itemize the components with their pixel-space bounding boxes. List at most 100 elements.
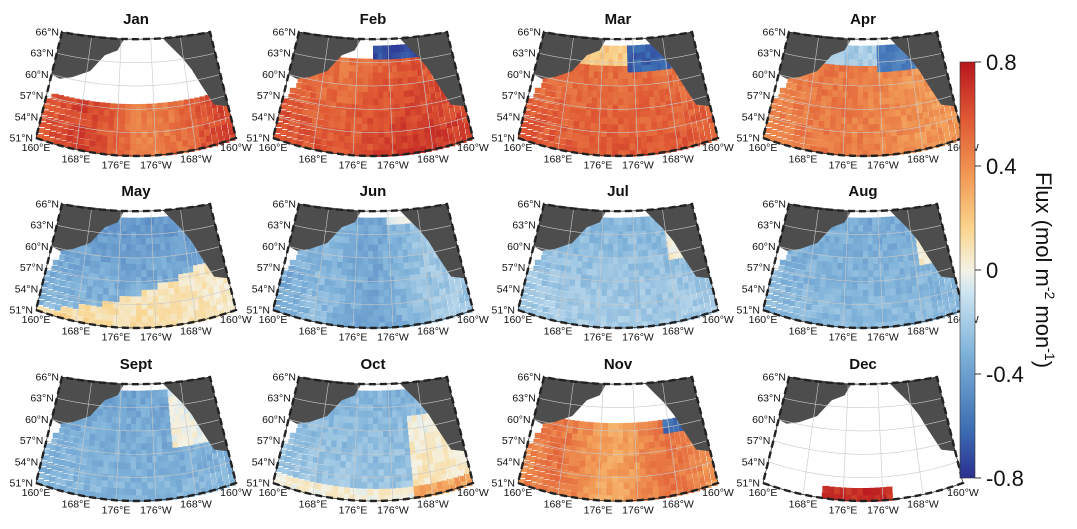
flux-cell <box>633 268 640 277</box>
flux-cell <box>345 223 352 231</box>
flux-cell <box>326 266 333 274</box>
land-alaska <box>889 204 956 279</box>
flux-cell <box>547 109 555 116</box>
flux-cell <box>378 103 385 112</box>
flux-cell <box>320 272 328 279</box>
flux-cell <box>633 90 640 99</box>
flux-cell <box>542 102 551 109</box>
flux-cell <box>373 65 379 73</box>
flux-cell <box>297 447 306 454</box>
flux-cell <box>373 71 379 79</box>
flux-cell <box>147 136 154 144</box>
flux-cell <box>171 433 178 442</box>
flux-cell <box>83 484 92 491</box>
flux-cell <box>590 122 598 130</box>
flux-cell <box>784 120 792 127</box>
flux-cell <box>74 296 82 303</box>
flux-cell <box>827 83 835 90</box>
flux-cell <box>920 91 926 100</box>
flux-cell <box>183 316 190 325</box>
flux-cell <box>287 297 296 303</box>
flux-cell <box>425 264 431 273</box>
flux-cell <box>653 88 660 97</box>
flux-cell <box>336 441 344 448</box>
flux-cell <box>907 119 913 128</box>
flux-cell <box>868 282 875 290</box>
flux-cell <box>796 85 804 92</box>
flux-cell <box>323 458 331 466</box>
flux-cell <box>356 282 364 290</box>
flux-cell <box>124 308 132 316</box>
flux-cell <box>125 263 132 271</box>
flux-cell <box>99 274 106 282</box>
flux-cell <box>320 490 328 497</box>
flux-cell <box>662 119 668 128</box>
flux-cell <box>833 148 841 156</box>
flux-cell <box>76 284 84 291</box>
flux-cell <box>192 468 198 477</box>
flux-cell <box>768 136 777 141</box>
flux-cell <box>199 134 206 144</box>
flux-cell <box>443 311 450 320</box>
flux-cell <box>79 432 87 439</box>
flux-cell <box>848 237 855 245</box>
flux-cell <box>95 261 102 268</box>
flux-cell <box>628 269 635 277</box>
flux-cell <box>71 488 79 495</box>
flux-cell <box>558 105 566 112</box>
flux-cell <box>224 453 230 463</box>
flux-cell <box>197 116 203 125</box>
flux-cell <box>878 262 885 271</box>
flux-cell <box>68 436 76 443</box>
flux-cell <box>367 143 374 151</box>
flux-cell <box>108 116 116 124</box>
flux-cell <box>648 254 654 263</box>
flux-cell <box>776 131 784 137</box>
flux-cell <box>337 89 344 97</box>
flux-cell <box>107 474 115 482</box>
flux-cell <box>582 83 590 90</box>
flux-cell <box>358 416 365 424</box>
flux-cell <box>852 276 859 284</box>
flux-cell <box>384 149 392 157</box>
flux-cell <box>926 268 932 277</box>
flux-cell <box>300 262 308 268</box>
flux-cell <box>373 263 379 271</box>
flux-cell <box>95 140 103 148</box>
flux-cell <box>682 274 688 283</box>
flux-cell <box>574 114 582 122</box>
flux-cell <box>709 292 715 301</box>
flux-cell <box>306 289 314 296</box>
flux-cell <box>814 68 821 76</box>
flux-cell <box>304 301 312 308</box>
flux-cell <box>95 254 103 262</box>
flux-cell <box>65 109 73 116</box>
flux-cell <box>383 282 390 290</box>
lat-label: 57°N <box>20 90 43 102</box>
flux-cell <box>824 115 832 122</box>
flux-cell <box>632 249 639 258</box>
flux-cell <box>902 75 908 83</box>
flux-cell <box>146 455 153 463</box>
flux-cell <box>314 444 322 451</box>
flux-cell <box>313 450 321 457</box>
flux-cell <box>628 262 634 271</box>
flux-cell <box>667 112 673 121</box>
flux-cell <box>327 478 335 486</box>
flux-cell <box>154 390 160 398</box>
flux-cell <box>825 280 833 288</box>
flux-cell <box>211 99 217 109</box>
flux-cell <box>783 267 792 273</box>
flux-cell <box>445 113 451 122</box>
flux-cell <box>623 269 630 277</box>
flux-cell <box>618 84 624 92</box>
flux-cell <box>334 121 342 129</box>
flux-cell <box>382 236 388 245</box>
flux-cell <box>191 462 197 471</box>
flux-cell <box>169 127 176 136</box>
lon-label: 176°E <box>339 159 368 171</box>
flux-cell <box>895 286 902 295</box>
flux-cell <box>329 69 336 76</box>
flux-cell <box>590 294 598 302</box>
flux-cell <box>141 474 148 483</box>
